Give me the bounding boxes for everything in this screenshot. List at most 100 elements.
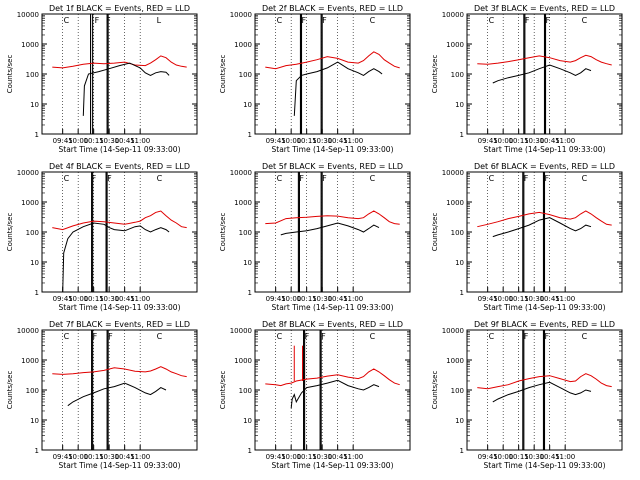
y-tick-label: 10000 <box>442 11 464 19</box>
x-axis-label: Start Time (14-Sep-11 09:33:00) <box>272 303 394 312</box>
y-tick-label: 100 <box>451 387 464 395</box>
y-tick-label: 1 <box>35 289 39 297</box>
y-tick-label: 1000 <box>21 357 39 365</box>
y-tick-label: 10000 <box>230 169 252 177</box>
lld-series-line <box>52 210 187 231</box>
lld-series-line <box>477 373 612 390</box>
y-tick-label: 10 <box>455 101 464 109</box>
y-tick-label: 1 <box>35 131 39 139</box>
marker-letter: C <box>277 332 283 341</box>
panel-9: Det 9f BLACK = Events, RED = LLD Start Ti… <box>431 320 623 470</box>
panel-title: Det 2f BLACK = Events, RED = LLD <box>262 4 403 13</box>
panel-title: Det 7f BLACK = Events, RED = LLD <box>49 320 190 329</box>
plot-frame <box>41 13 198 135</box>
x-tick-label: 10:15 <box>84 137 104 145</box>
y-tick-label: 10000 <box>17 327 39 335</box>
x-tick-label: 10:30 <box>312 137 332 145</box>
x-tick-label: 10:15 <box>84 453 104 461</box>
y-tick-label: 1000 <box>234 41 252 49</box>
x-tick-label: 11:00 <box>343 453 363 461</box>
marker-letter: C <box>489 16 495 25</box>
x-tick-label: 10:45 <box>540 295 560 303</box>
y-axis-label: Counts/sec <box>6 213 14 252</box>
x-tick-label: 11:00 <box>555 453 575 461</box>
y-axis-label: Counts/sec <box>6 371 14 410</box>
panel-2: Det 2f BLACK = Events, RED = LLD Start Ti… <box>219 4 411 154</box>
y-tick-label: 100 <box>451 71 464 79</box>
x-tick-label: 09:45 <box>478 295 498 303</box>
y-axis-label: Counts/sec <box>219 55 227 94</box>
x-tick-label: 10:45 <box>540 137 560 145</box>
marker-letter: F <box>108 332 113 341</box>
marker-letter: C <box>277 174 283 183</box>
marker-letter: F <box>95 16 100 25</box>
marker-letter: F <box>301 16 306 25</box>
y-tick-label: 100 <box>239 71 252 79</box>
y-tick-label: 100 <box>26 71 39 79</box>
x-tick-label: 10:30 <box>524 295 544 303</box>
marker-letter: C <box>370 332 376 341</box>
marker-letter: F <box>322 174 327 183</box>
y-tick-label: 10000 <box>230 327 252 335</box>
y-tick-label: 10000 <box>442 169 464 177</box>
marker-letter: C <box>157 174 163 183</box>
events-series-line <box>290 379 380 409</box>
y-tick-label: 10 <box>455 417 464 425</box>
plot-frame <box>41 171 198 293</box>
marker-letter: C <box>582 174 588 183</box>
x-tick-label: 10:45 <box>328 295 348 303</box>
marker-letter: F <box>305 332 310 341</box>
y-tick-label: 1000 <box>234 199 252 207</box>
x-tick-label: 10:45 <box>328 453 348 461</box>
x-tick-label: 11:00 <box>130 137 150 145</box>
marker-letter: C <box>582 332 588 341</box>
y-tick-label: 1 <box>460 289 464 297</box>
x-tick-label: 10:00 <box>281 453 301 461</box>
panel-title: Det 5f BLACK = Events, RED = LLD <box>262 162 403 171</box>
x-tick-label: 10:15 <box>509 453 529 461</box>
x-tick-label: 09:45 <box>478 453 498 461</box>
marker-letter: C <box>277 16 283 25</box>
y-tick-label: 100 <box>239 387 252 395</box>
marker-letter: F <box>107 174 112 183</box>
x-axis-label: Start Time (14-Sep-11 09:33:00) <box>484 461 606 470</box>
plot-frame <box>254 13 411 135</box>
x-axis-label: Start Time (14-Sep-11 09:33:00) <box>272 461 394 470</box>
panel-8: Det 8f BLACK = Events, RED = LLD Start Ti… <box>219 320 411 470</box>
panel-title: Det 8f BLACK = Events, RED = LLD <box>262 320 403 329</box>
lld-series-line <box>265 210 400 225</box>
panel-title: Det 6f BLACK = Events, RED = LLD <box>474 162 615 171</box>
x-tick-label: 10:45 <box>115 453 135 461</box>
panel-7: Det 7f BLACK = Events, RED = LLD Start Ti… <box>6 320 198 470</box>
y-tick-label: 10000 <box>230 11 252 19</box>
events-series-line <box>62 222 170 293</box>
events-series-line <box>492 217 592 238</box>
x-axis-label: Start Time (14-Sep-11 09:33:00) <box>59 145 181 154</box>
x-axis-label: Start Time (14-Sep-11 09:33:00) <box>484 145 606 154</box>
y-tick-label: 10 <box>30 101 39 109</box>
y-axis-label: Counts/sec <box>431 371 439 410</box>
x-tick-label: 10:15 <box>297 453 317 461</box>
marker-letter: C <box>370 16 376 25</box>
x-tick-label: 11:00 <box>130 295 150 303</box>
y-axis-label: Counts/sec <box>431 213 439 252</box>
marker-letter: C <box>489 174 495 183</box>
marker-letter: F <box>322 16 327 25</box>
y-tick-label: 10000 <box>17 11 39 19</box>
plot-frame <box>254 171 411 293</box>
lld-series-line <box>477 210 612 228</box>
x-tick-label: 11:00 <box>555 295 575 303</box>
x-tick-label: 09:45 <box>266 453 286 461</box>
x-tick-label: 10:00 <box>493 137 513 145</box>
x-tick-label: 10:00 <box>281 295 301 303</box>
x-tick-label: 11:00 <box>343 295 363 303</box>
x-tick-label: 10:30 <box>99 137 119 145</box>
x-tick-label: 10:00 <box>68 137 88 145</box>
x-tick-label: 10:45 <box>328 137 348 145</box>
y-tick-label: 1 <box>460 131 464 139</box>
plot-frame <box>41 329 198 451</box>
events-series-line <box>67 382 167 407</box>
x-tick-label: 10:45 <box>540 453 560 461</box>
marker-letter: F <box>106 16 111 25</box>
